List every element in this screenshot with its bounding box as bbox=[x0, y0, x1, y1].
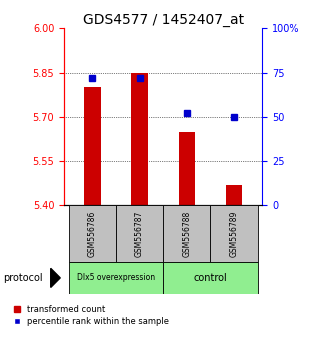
Text: protocol: protocol bbox=[3, 273, 43, 283]
Bar bbox=[84, 87, 100, 205]
Bar bbox=[211, 205, 258, 262]
Text: GSM556786: GSM556786 bbox=[88, 210, 97, 257]
Text: control: control bbox=[194, 273, 227, 283]
Bar bbox=[179, 132, 195, 205]
Text: GSM556789: GSM556789 bbox=[229, 210, 238, 257]
Text: GSM556787: GSM556787 bbox=[135, 210, 144, 257]
Bar bbox=[116, 205, 163, 262]
Bar bbox=[163, 262, 258, 294]
Text: GSM556788: GSM556788 bbox=[182, 211, 191, 257]
Legend: transformed count, percentile rank within the sample: transformed count, percentile rank withi… bbox=[14, 305, 169, 326]
Bar bbox=[163, 205, 211, 262]
Polygon shape bbox=[51, 268, 60, 287]
Bar bbox=[69, 205, 116, 262]
Bar bbox=[226, 185, 242, 205]
Text: Dlx5 overexpression: Dlx5 overexpression bbox=[77, 273, 155, 282]
Bar bbox=[131, 73, 148, 205]
Bar bbox=[69, 262, 163, 294]
Title: GDS4577 / 1452407_at: GDS4577 / 1452407_at bbox=[83, 13, 244, 27]
